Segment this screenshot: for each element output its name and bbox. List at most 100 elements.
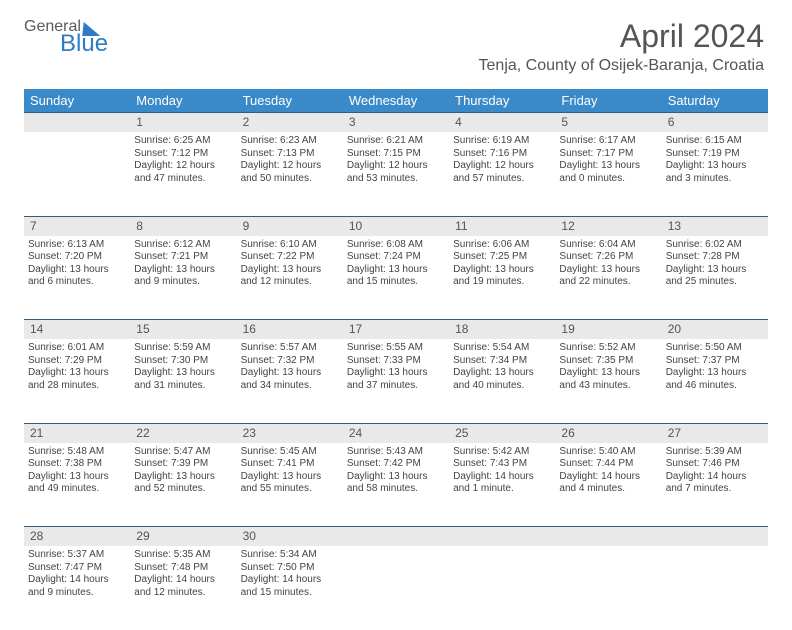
day-cell-line: Sunset: 7:48 PM — [134, 562, 232, 575]
day-cell: Sunrise: 5:54 AMSunset: 7:34 PMDaylight:… — [449, 339, 555, 423]
day-cell-line: Daylight: 13 hours — [559, 264, 657, 277]
day-cell-line: Sunrise: 6:13 AM — [28, 239, 126, 252]
day-cell: Sunrise: 6:19 AMSunset: 7:16 PMDaylight:… — [449, 132, 555, 216]
day-cell-line: Daylight: 13 hours — [241, 264, 339, 277]
day-cell-line: and 7 minutes. — [666, 483, 764, 496]
day-number: 11 — [449, 216, 555, 236]
day-cell-line: Sunset: 7:37 PM — [666, 355, 764, 368]
day-number: 21 — [24, 423, 130, 443]
day-cell-line: Sunrise: 5:34 AM — [241, 549, 339, 562]
day-number: 14 — [24, 320, 130, 340]
day-cell-line: Sunset: 7:29 PM — [28, 355, 126, 368]
day-number — [24, 113, 130, 133]
dayhead-mon: Monday — [130, 89, 236, 113]
day-cell-line: and 52 minutes. — [134, 483, 232, 496]
day-cell-line: and 49 minutes. — [28, 483, 126, 496]
day-cell-line: Daylight: 13 hours — [134, 471, 232, 484]
day-cell-line: and 50 minutes. — [241, 173, 339, 186]
day-cell: Sunrise: 5:37 AMSunset: 7:47 PMDaylight:… — [24, 546, 130, 630]
day-cell: Sunrise: 5:55 AMSunset: 7:33 PMDaylight:… — [343, 339, 449, 423]
day-cell-line: Sunrise: 5:52 AM — [559, 342, 657, 355]
day-cell: Sunrise: 6:08 AMSunset: 7:24 PMDaylight:… — [343, 236, 449, 320]
day-cell: Sunrise: 5:48 AMSunset: 7:38 PMDaylight:… — [24, 443, 130, 527]
day-cell-line: Sunset: 7:21 PM — [134, 251, 232, 264]
day-cell-line: and 9 minutes. — [28, 587, 126, 600]
sail-icon — [82, 22, 101, 36]
day-cell-line: Sunrise: 5:42 AM — [453, 446, 551, 459]
day-cell-line: Daylight: 13 hours — [347, 367, 445, 380]
day-cell: Sunrise: 5:57 AMSunset: 7:32 PMDaylight:… — [237, 339, 343, 423]
day-cell-line: Sunset: 7:19 PM — [666, 148, 764, 161]
day-number: 23 — [237, 423, 343, 443]
day-cell-line: and 22 minutes. — [559, 276, 657, 289]
day-content-row: Sunrise: 6:01 AMSunset: 7:29 PM Daylight:… — [24, 339, 768, 423]
month-title: April 2024 — [479, 18, 764, 55]
day-cell-line: Daylight: 14 hours — [241, 574, 339, 587]
day-cell-line: and 0 minutes. — [559, 173, 657, 186]
day-number: 7 — [24, 216, 130, 236]
day-cell: Sunrise: 5:42 AMSunset: 7:43 PMDaylight:… — [449, 443, 555, 527]
day-cell-line: Sunrise: 5:43 AM — [347, 446, 445, 459]
day-number — [449, 527, 555, 547]
day-number: 27 — [662, 423, 768, 443]
day-number: 17 — [343, 320, 449, 340]
day-cell-line: Daylight: 13 hours — [241, 367, 339, 380]
day-cell-line: Sunset: 7:42 PM — [347, 458, 445, 471]
day-number — [343, 527, 449, 547]
day-cell-line: and 37 minutes. — [347, 380, 445, 393]
day-cell-line: Sunrise: 6:01 AM — [28, 342, 126, 355]
day-number: 8 — [130, 216, 236, 236]
day-cell-line: Sunset: 7:20 PM — [28, 251, 126, 264]
day-cell: Sunrise: 5:43 AMSunset: 7:42 PMDaylight:… — [343, 443, 449, 527]
day-cell-line: and 19 minutes. — [453, 276, 551, 289]
day-cell-line: Daylight: 13 hours — [347, 471, 445, 484]
day-cell-line: Sunset: 7:15 PM — [347, 148, 445, 161]
day-cell: Sunrise: 6:23 AMSunset: 7:13 PMDaylight:… — [237, 132, 343, 216]
day-number: 6 — [662, 113, 768, 133]
day-cell-line: Sunrise: 6:04 AM — [559, 239, 657, 252]
day-cell-line: Sunrise: 6:15 AM — [666, 135, 764, 148]
day-cell-line: Sunset: 7:24 PM — [347, 251, 445, 264]
day-header-row: Sunday Monday Tuesday Wednesday Thursday… — [24, 89, 768, 113]
day-cell — [343, 546, 449, 630]
day-cell: Sunrise: 5:59 AMSunset: 7:30 PMDaylight:… — [130, 339, 236, 423]
day-cell-line: Daylight: 13 hours — [241, 471, 339, 484]
day-number: 1 — [130, 113, 236, 133]
day-number: 19 — [555, 320, 661, 340]
day-cell — [555, 546, 661, 630]
day-number: 28 — [24, 527, 130, 547]
day-cell-line: Sunrise: 5:39 AM — [666, 446, 764, 459]
day-number — [662, 527, 768, 547]
day-cell-line: Sunrise: 6:06 AM — [453, 239, 551, 252]
day-cell-line: and 25 minutes. — [666, 276, 764, 289]
day-cell-line: and 34 minutes. — [241, 380, 339, 393]
day-cell-line: and 15 minutes. — [347, 276, 445, 289]
day-cell: Sunrise: 6:25 AMSunset: 7:12 PMDaylight:… — [130, 132, 236, 216]
day-cell-line: and 12 minutes. — [134, 587, 232, 600]
day-number: 13 — [662, 216, 768, 236]
day-cell-line: Sunrise: 5:40 AM — [559, 446, 657, 459]
day-cell-line: Sunset: 7:39 PM — [134, 458, 232, 471]
daynum-row: 21222324252627 — [24, 423, 768, 443]
day-cell — [662, 546, 768, 630]
day-cell-line: Daylight: 14 hours — [453, 471, 551, 484]
daynum-row: 123456 — [24, 113, 768, 133]
day-number — [555, 527, 661, 547]
day-cell-line: and 47 minutes. — [134, 173, 232, 186]
day-number: 3 — [343, 113, 449, 133]
day-cell: Sunrise: 6:15 AMSunset: 7:19 PMDaylight:… — [662, 132, 768, 216]
day-cell-line: Sunrise: 5:55 AM — [347, 342, 445, 355]
day-cell-line: Sunrise: 6:25 AM — [134, 135, 232, 148]
day-cell-line: and 46 minutes. — [666, 380, 764, 393]
dayhead-wed: Wednesday — [343, 89, 449, 113]
day-cell-line: Daylight: 12 hours — [134, 160, 232, 173]
day-number: 16 — [237, 320, 343, 340]
day-number: 24 — [343, 423, 449, 443]
day-cell-line: Sunset: 7:41 PM — [241, 458, 339, 471]
dayhead-sat: Saturday — [662, 89, 768, 113]
day-cell-line: and 4 minutes. — [559, 483, 657, 496]
day-cell: Sunrise: 6:17 AMSunset: 7:17 PMDaylight:… — [555, 132, 661, 216]
day-number: 5 — [555, 113, 661, 133]
day-cell: Sunrise: 6:02 AMSunset: 7:28 PMDaylight:… — [662, 236, 768, 320]
daynum-row: 14151617181920 — [24, 320, 768, 340]
